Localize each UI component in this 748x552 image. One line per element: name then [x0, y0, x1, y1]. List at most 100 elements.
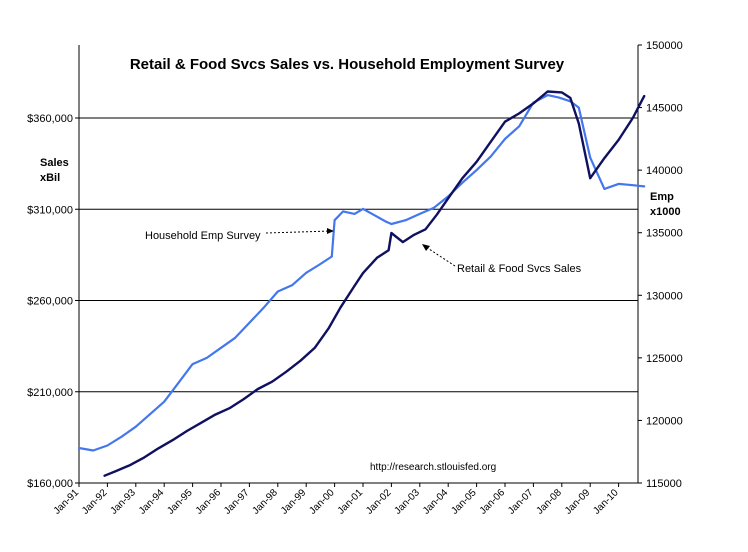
series-point-sales-10: [242, 398, 245, 400]
series-point-sales-39: [603, 157, 606, 160]
series-point-emp-12: [248, 321, 251, 324]
series-point-emp-5: [149, 413, 151, 416]
series-point-sales-24: [413, 233, 415, 236]
series-point-sales-36: [569, 97, 572, 99]
series-point-sales-14: [299, 359, 302, 362]
series-point-sales-15: [313, 347, 316, 349]
series-point-emp-30: [461, 181, 464, 184]
annotation-retail-sales-arrow: [425, 246, 456, 267]
series-point-sales-11: [257, 388, 259, 390]
series-point-sales-6: [186, 430, 188, 432]
left-tick-label-2: $260,000: [27, 296, 73, 308]
series-point-emp-24: [384, 220, 387, 223]
series-point-emp-0: [78, 447, 80, 449]
series-point-sales-16: [328, 327, 330, 329]
series-point-sales-0: [103, 474, 106, 477]
series-point-emp-28: [433, 206, 435, 209]
series-point-sales-25: [424, 228, 427, 231]
series-point-emp-42: [617, 183, 620, 185]
series-point-emp-39: [577, 106, 580, 109]
series-point-emp-26: [404, 219, 407, 222]
series-point-sales-8: [214, 413, 217, 416]
series-point-emp-13: [262, 306, 265, 309]
right-tick-label-2: 125000: [646, 353, 683, 365]
series-point-emp-31: [475, 169, 478, 172]
right-axis-label-line2: x1000: [650, 206, 681, 218]
series-point-sales-7: [200, 421, 203, 424]
series-point-sales-30: [489, 140, 492, 143]
right-tick-label-1: 120000: [646, 415, 683, 427]
series-point-emp-33: [504, 138, 506, 140]
annotation-household-emp: Household Emp Survey: [145, 230, 261, 242]
left-axis-label-line2: xBil: [40, 172, 60, 184]
series-point-sales-1: [115, 470, 117, 472]
annotation-household-emp-arrow: [265, 230, 331, 234]
series-layer: [77, 90, 646, 477]
series-point-emp-44: [643, 185, 646, 188]
series-point-emp-32: [489, 155, 492, 158]
series-point-emp-3: [120, 435, 123, 438]
series-point-emp-36: [546, 94, 549, 96]
series-point-emp-10: [220, 346, 222, 349]
right-tick-label-3: 130000: [646, 290, 683, 302]
series-point-sales-2: [129, 464, 132, 466]
series-point-emp-4: [134, 425, 137, 428]
series-point-emp-37: [558, 96, 560, 99]
series-point-emp-34: [518, 125, 521, 128]
series-point-sales-18: [353, 285, 356, 287]
series-point-sales-17: [339, 306, 342, 309]
source-note: http://research.stlouisfed.org: [370, 462, 496, 473]
right-tick-label-5: 140000: [646, 165, 683, 177]
series-point-emp-40: [589, 156, 592, 159]
left-tick-label-1: $210,000: [27, 387, 73, 399]
annotation-household-emp-arrowhead: [327, 228, 334, 234]
series-point-sales-27: [447, 197, 450, 200]
series-point-emp-2: [106, 444, 109, 447]
series-point-sales-41: [631, 117, 634, 119]
series-point-emp-16: [305, 271, 308, 274]
series-point-sales-12: [271, 380, 273, 383]
series-point-emp-11: [234, 336, 237, 339]
series-point-sales-21: [387, 249, 390, 252]
series-point-emp-14: [276, 290, 279, 293]
series-point-emp-19: [333, 219, 336, 222]
annotation-retail-sales-arrowhead: [422, 244, 430, 251]
series-point-sales-22: [390, 232, 393, 234]
series-point-sales-9: [228, 407, 231, 410]
left-axis-ticks: $160,000 $210,000 $260,000 $310,000 $360,000: [27, 113, 79, 490]
chart-title: Retail & Food Svcs Sales vs. Household E…: [130, 56, 565, 73]
series-point-emp-7: [177, 382, 180, 384]
series-point-emp-1: [92, 449, 95, 452]
series-point-emp-9: [205, 357, 208, 359]
series-point-sales-20: [376, 256, 379, 259]
series-point-sales-26: [435, 213, 438, 216]
left-axis-label-line1: Sales: [40, 157, 69, 169]
series-point-sales-28: [461, 177, 464, 180]
series-point-sales-29: [475, 160, 478, 163]
series-point-emp-20: [342, 210, 344, 213]
series-point-sales-3: [143, 456, 146, 459]
series-point-emp-23: [373, 214, 376, 217]
right-tick-label-0: 115000: [646, 478, 682, 490]
right-axis-ticks: 115000 120000 125000 130000 135000 140000 1450…: [638, 40, 683, 490]
left-tick-label-3: $310,000: [27, 204, 73, 216]
series-point-sales-37: [577, 122, 580, 125]
series-point-emp-18: [330, 255, 333, 258]
series-point-emp-25: [390, 223, 393, 225]
series-point-sales-42: [643, 95, 646, 97]
series-point-sales-4: [157, 447, 160, 450]
series-point-emp-22: [362, 208, 364, 210]
annotation-retail-sales: Retail & Food Svcs Sales: [457, 263, 582, 275]
left-tick-label-4: $360,000: [27, 113, 73, 125]
right-tick-label-7: 150000: [646, 40, 683, 52]
series-point-sales-19: [362, 272, 364, 274]
series-point-sales-31: [504, 120, 506, 123]
series-point-emp-21: [353, 213, 356, 215]
series-point-emp-8: [191, 363, 194, 365]
series-point-sales-23: [401, 241, 404, 244]
series-point-sales-38: [589, 177, 592, 180]
series-point-emp-6: [163, 400, 166, 403]
